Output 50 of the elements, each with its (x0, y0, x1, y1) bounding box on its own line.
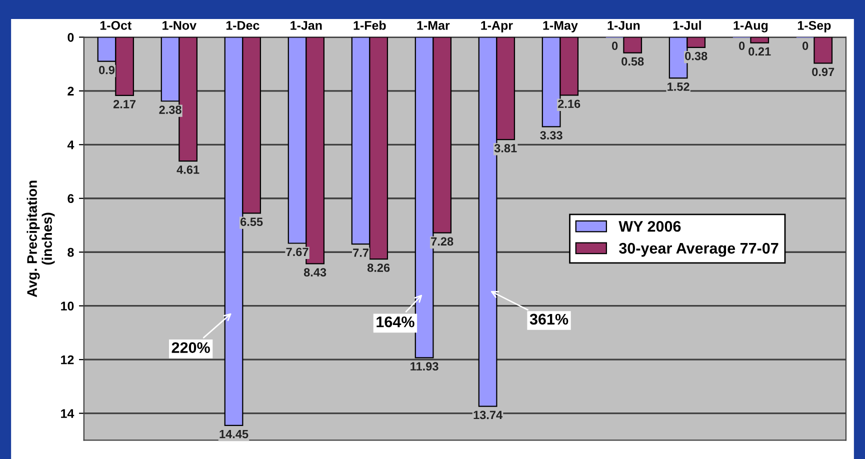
y-tick-label: 10 (61, 302, 74, 310)
x-tick-label: 1-Jan (290, 21, 322, 30)
data-label: 11.93 (410, 362, 438, 371)
data-label: 2.38 (159, 106, 182, 114)
legend-label: 30-year Average 77-07 (619, 242, 778, 257)
y-tick-label: 14 (61, 409, 74, 418)
data-label: 8.43 (304, 268, 326, 277)
y-tick-label: 2 (68, 86, 74, 96)
y-tick-label: 12 (61, 355, 74, 364)
data-label: 0 (612, 42, 618, 50)
data-label: 8.26 (367, 264, 390, 272)
x-tick-label: 1-Aug (734, 21, 768, 32)
y-tick-label: 8 (68, 248, 74, 257)
x-tick-label: 1-May (543, 21, 578, 32)
annotation: 220% (172, 342, 210, 354)
data-label: 0 (739, 42, 745, 50)
x-tick-label: 1-Jul (673, 20, 701, 30)
x-tick-label: 1-Apr (481, 21, 513, 32)
x-tick-label: 1-Jun (608, 21, 640, 30)
data-label: 1.52 (668, 82, 690, 91)
x-tick-label: 1-Nov (162, 21, 196, 30)
x-tick-label: 1-Mar (417, 21, 450, 30)
data-label: 13.74 (474, 410, 503, 420)
x-tick-label: 1-Oct (100, 20, 132, 30)
annotation: 361% (530, 314, 568, 325)
data-label: 7.28 (431, 237, 454, 246)
data-label: 4.61 (176, 166, 200, 174)
y-tick-label: 0 (68, 32, 74, 42)
data-label: 0.21 (748, 47, 771, 56)
annotation: 164% (376, 316, 414, 328)
x-tick-label: 1-Dec (226, 21, 260, 30)
data-label: 3.81 (494, 144, 517, 152)
y-tick-label: 4 (67, 140, 74, 150)
legend-label: WY 2006 (618, 220, 681, 232)
x-tick-label: 1-Feb (354, 20, 386, 30)
y-tick-label: 6 (68, 194, 74, 204)
data-label: 7.67 (286, 248, 308, 256)
data-label: 2.16 (558, 100, 580, 108)
data-label: 0.58 (622, 57, 644, 66)
data-label: 14.45 (220, 430, 248, 438)
y-axis-title: Avg. Precipitation (inches) (26, 180, 55, 298)
x-tick-label: 1-Sep (798, 20, 831, 32)
data-label: 0.38 (685, 52, 708, 60)
data-label: 2.17 (113, 100, 136, 108)
data-label: 0.9 (99, 66, 115, 74)
data-label: 6.55 (240, 218, 263, 226)
data-label: 7.7 (353, 248, 368, 257)
data-label: 0.97 (812, 68, 834, 76)
data-label: 3.33 (540, 131, 562, 140)
data-label: 0 (802, 42, 808, 50)
